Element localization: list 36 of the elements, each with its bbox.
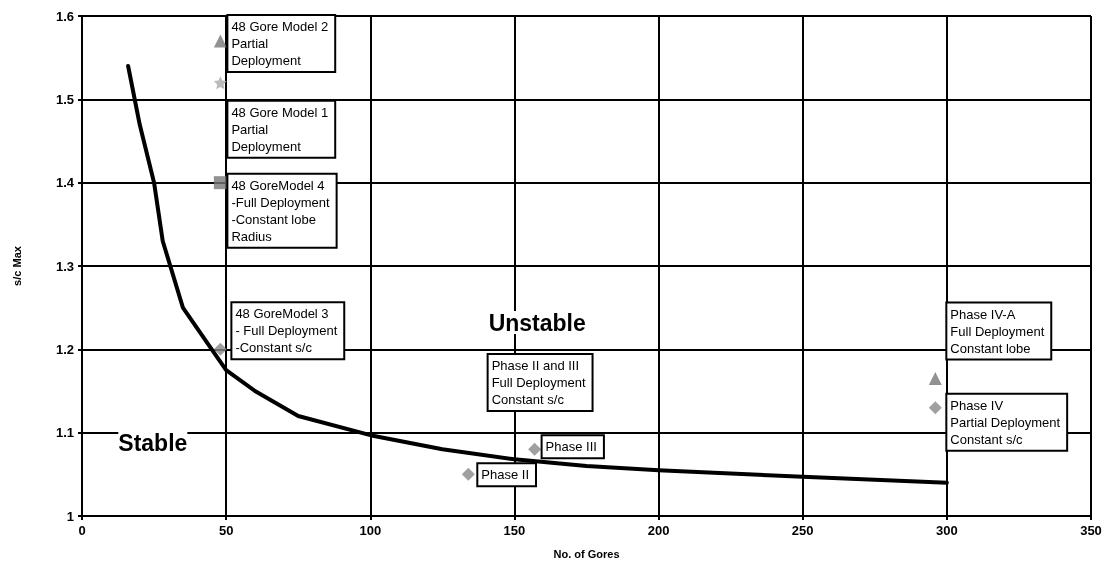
point (213, 342, 227, 356)
y-axis-title: s/c Max (10, 245, 23, 286)
annotation: Phase II and III Full Deployment Constant s/c (491, 358, 586, 407)
annotation: Phase IV-A Full Deployment Constant lobe (950, 306, 1045, 356)
annotation: 48 Gore Model 1 Partial Deployment (231, 104, 329, 154)
x-tick-label: 100 (359, 523, 382, 538)
y-tick-label: 1.2 (55, 341, 74, 357)
y-tick-label: 1 (66, 508, 74, 524)
point (213, 176, 227, 190)
x-tick-label: 0 (78, 523, 86, 538)
x-tick-label: 50 (218, 523, 234, 538)
annotation: Phase II (481, 467, 530, 483)
annotation: 48 GoreModel 3 - Full Deployment -Constant s/c (235, 306, 338, 356)
x-tick-label: 300 (936, 523, 958, 538)
annotation: Phase IV Partial Deployment Constant s/c (950, 397, 1061, 447)
x-tick-label: 150 (503, 523, 526, 538)
x-tick-label: 350 (1080, 523, 1102, 538)
point (213, 76, 227, 90)
annotation: 48 GoreModel 4 -Full Deployment -Constant lobe Radius (231, 177, 331, 244)
y-tick-label: 1.1 (55, 425, 74, 441)
x-tick-label: 250 (791, 523, 814, 538)
point (461, 467, 475, 481)
annotation: Stable (118, 429, 188, 456)
point (213, 34, 227, 48)
y-tick-label: 1.4 (55, 175, 75, 191)
point (928, 372, 942, 385)
x-axis-title: No. of Gores (553, 547, 620, 560)
y-tick-label: 1.5 (55, 91, 74, 107)
x-tick-label: 200 (647, 523, 670, 538)
y-tick-label: 1.3 (55, 258, 74, 274)
annotation: Phase III (545, 439, 597, 455)
y-tick-label: 1.6 (55, 8, 74, 24)
annotation: 48 Gore Model 2 Partial Deployment (231, 19, 329, 68)
annotation: Unstable (488, 309, 586, 336)
point (928, 401, 942, 415)
point (528, 442, 542, 456)
